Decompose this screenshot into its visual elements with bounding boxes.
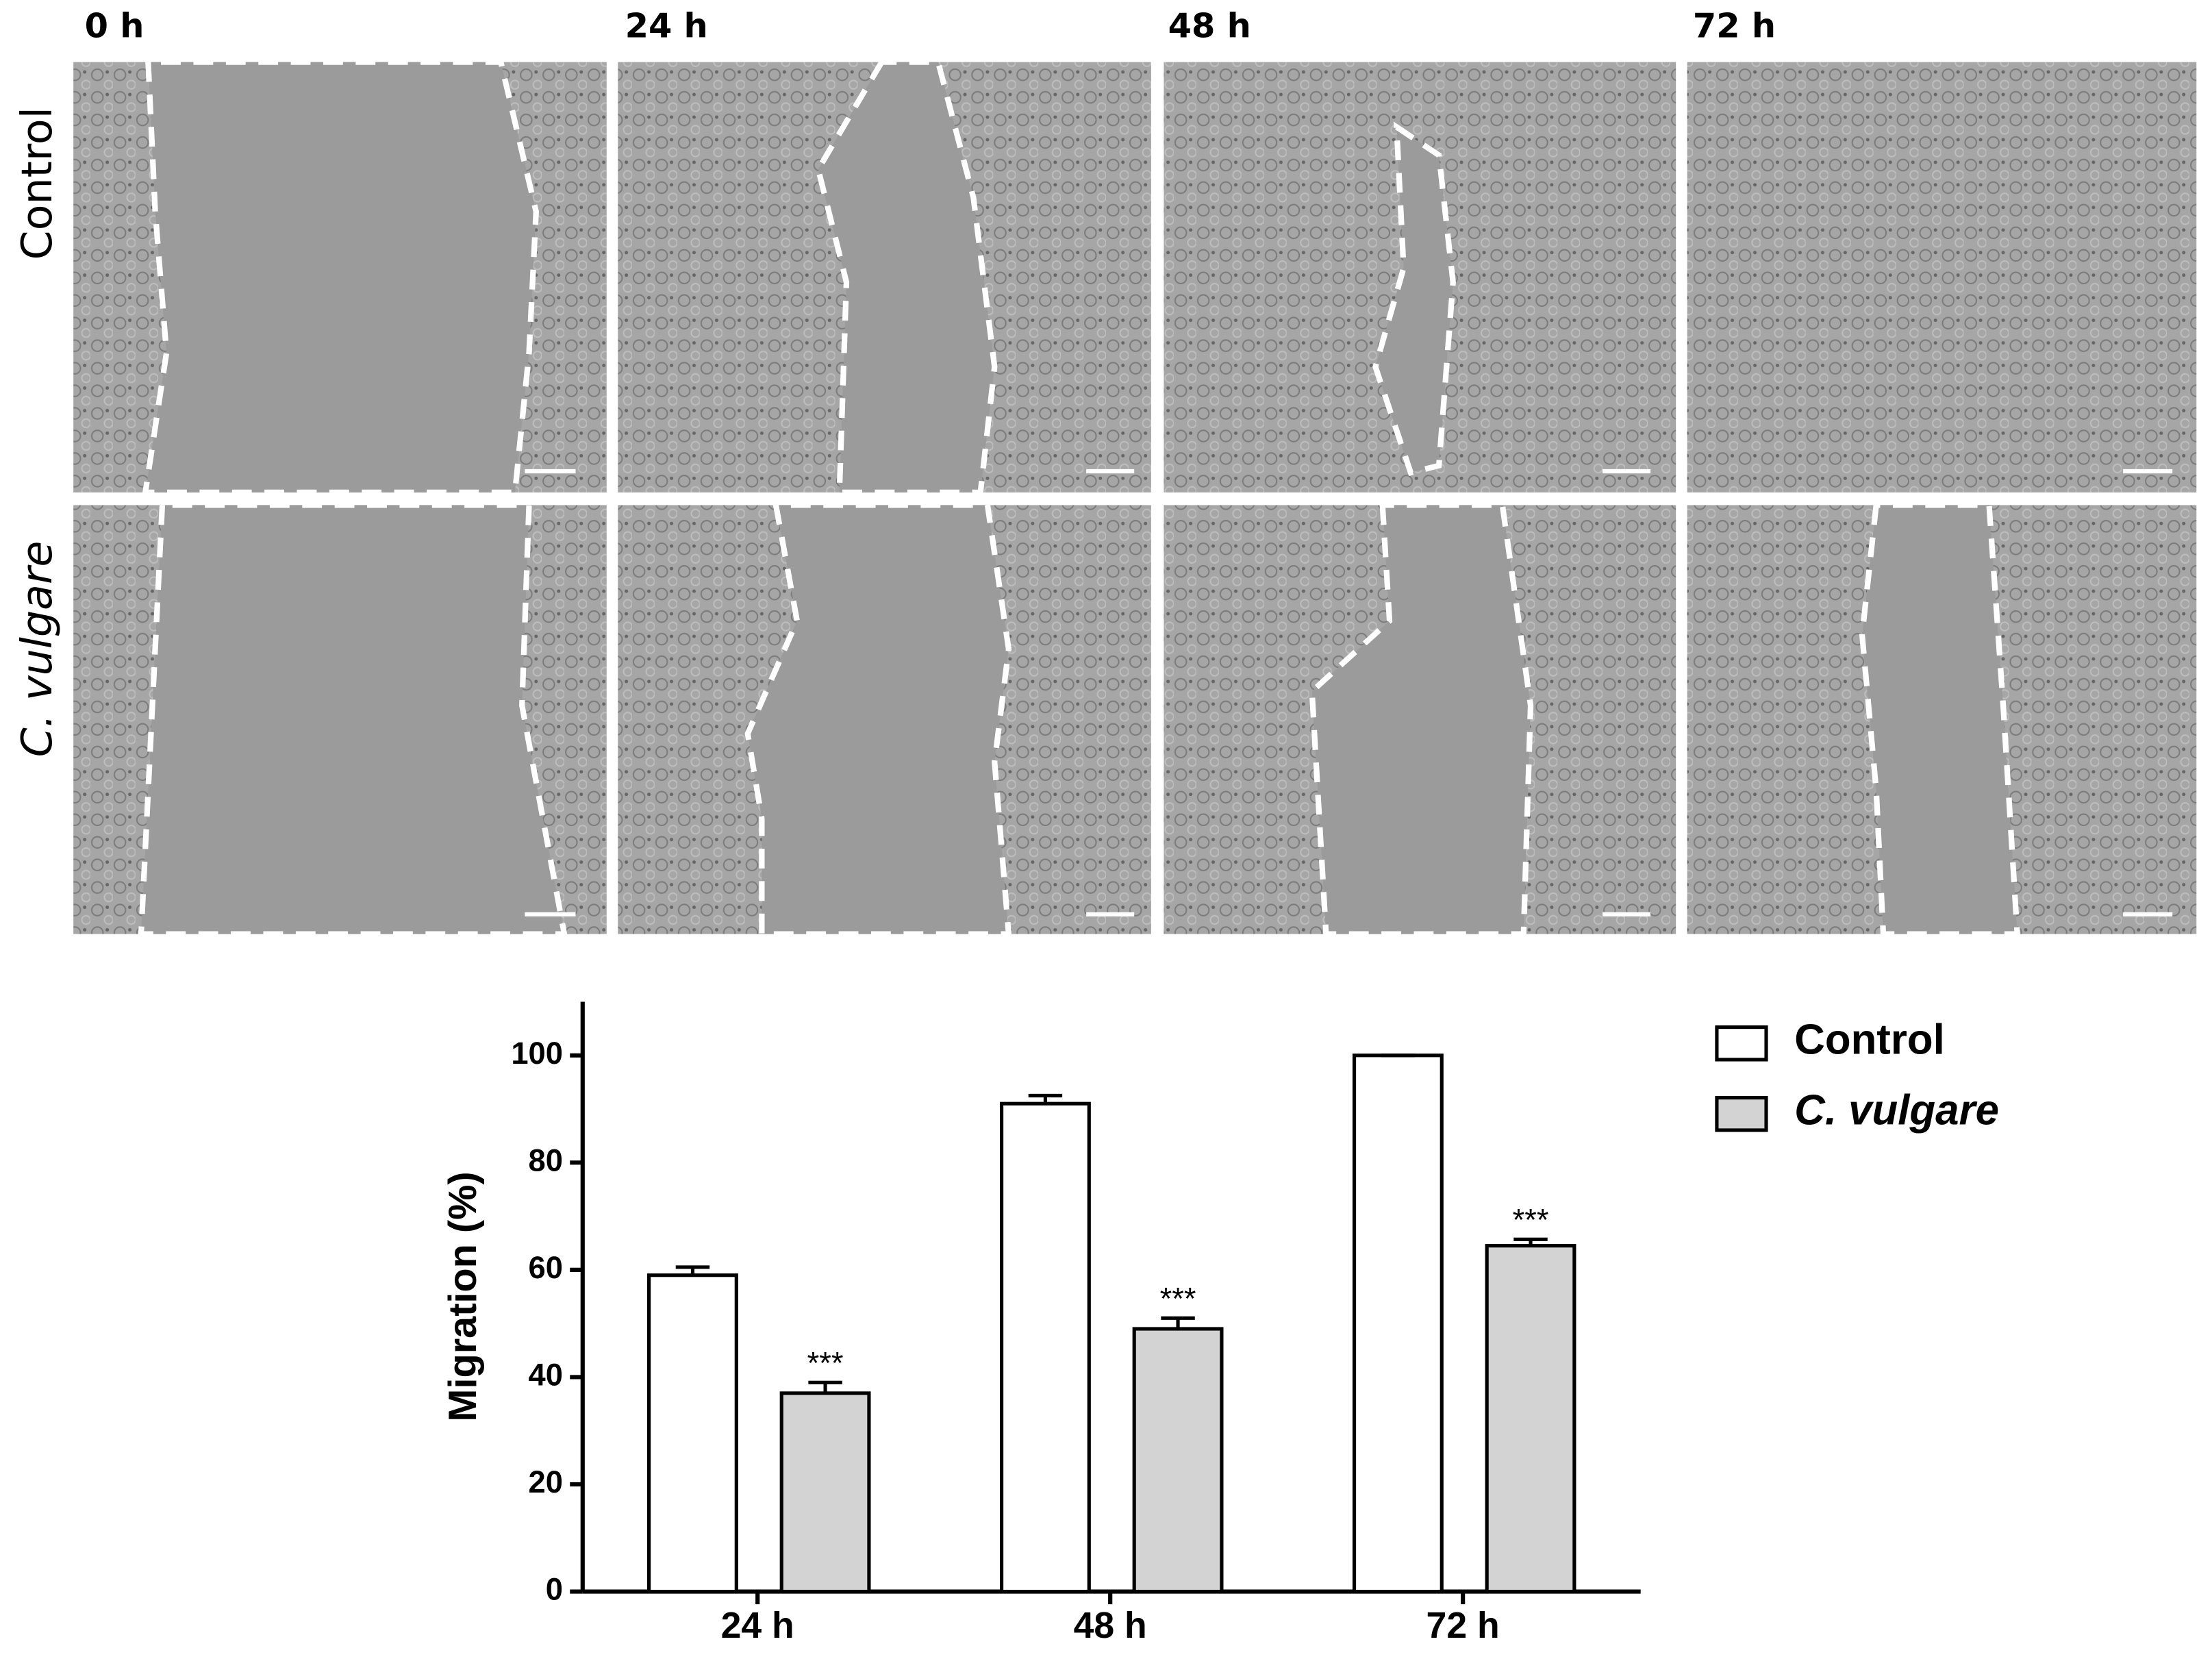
- significance: ***: [1160, 1282, 1196, 1317]
- error-bar: [1028, 1093, 1063, 1104]
- wound-gap: [142, 59, 539, 496]
- micrograph: [1687, 62, 2197, 492]
- wound-gap: [1372, 121, 1456, 476]
- column-label: 0 h: [85, 6, 144, 46]
- bar: [647, 1273, 738, 1594]
- y-tick-label: 40: [529, 1357, 563, 1392]
- column-label: 48 h: [1168, 6, 1251, 46]
- wound-gap: [138, 502, 568, 937]
- significance: ***: [807, 1346, 844, 1381]
- wound-gap: [744, 502, 1012, 937]
- y-tick-label: 80: [529, 1143, 563, 1177]
- wound-gap: [815, 59, 998, 496]
- significance: ***: [1513, 1203, 1549, 1238]
- x-tick-label: 24 h: [721, 1606, 794, 1646]
- error-bar: [808, 1380, 842, 1393]
- bar: [999, 1101, 1091, 1594]
- y-tick-label: 20: [529, 1464, 563, 1499]
- wound-gap: [1859, 502, 2021, 937]
- error-bar: [1513, 1237, 1548, 1246]
- bar: [1132, 1327, 1224, 1594]
- legend-swatch: [1715, 1096, 1768, 1132]
- bar: [779, 1391, 871, 1594]
- x-tick-label: 72 h: [1427, 1606, 1500, 1646]
- wound-gap: [1309, 502, 1534, 937]
- y-axis-label: Migration (%): [441, 1171, 485, 1421]
- legend-label: C. vulgare: [1794, 1087, 1999, 1134]
- column-label: 24 h: [625, 6, 708, 46]
- y-tick-label: 0: [546, 1572, 563, 1607]
- legend-label: Control: [1794, 1016, 1945, 1064]
- error-bar: [675, 1265, 710, 1275]
- micrographs: [73, 59, 2197, 937]
- y-tick-label: 60: [529, 1250, 563, 1285]
- column-label: 72 h: [1693, 6, 1776, 46]
- row-label: C. vulgare: [12, 541, 62, 758]
- bar: [1485, 1244, 1576, 1594]
- legend-swatch: [1715, 1025, 1768, 1062]
- y-tick-label: 100: [511, 1036, 563, 1071]
- row-label: Control: [12, 107, 62, 260]
- bar: [1352, 1053, 1444, 1594]
- error-bar: [1161, 1316, 1195, 1329]
- x-tick-label: 48 h: [1074, 1606, 1147, 1646]
